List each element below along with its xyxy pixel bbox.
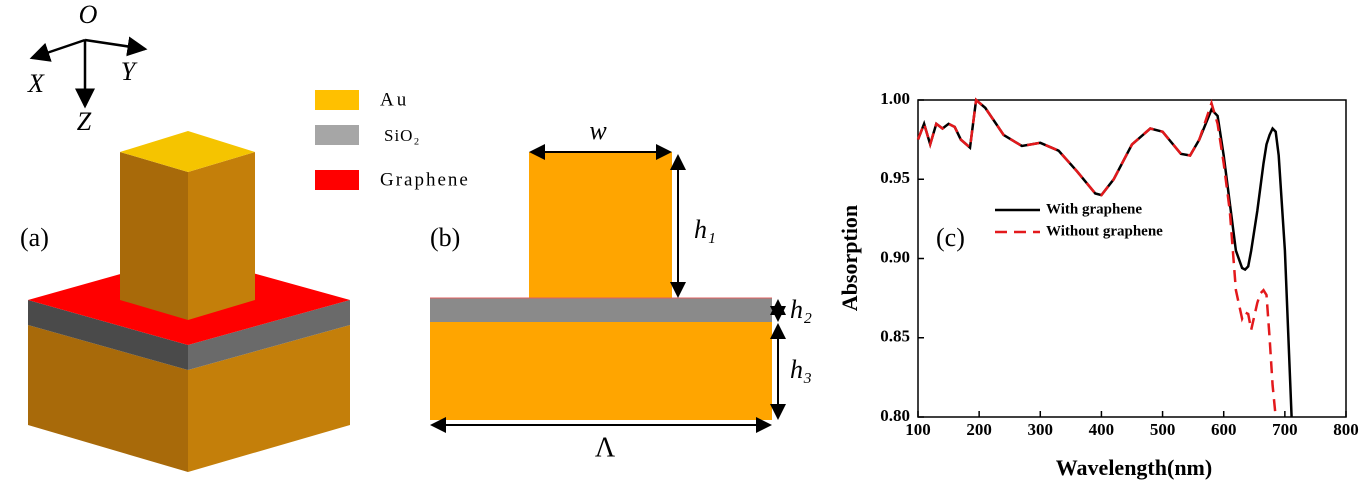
axis-z: Z: [77, 107, 92, 136]
plot-frame: [917, 99, 1347, 418]
legend-label: Graphene: [380, 169, 470, 190]
structure-3d: [28, 131, 350, 472]
x-tick-label: 100: [905, 420, 931, 439]
x-tick-label: 800: [1333, 420, 1359, 439]
x-tick-label: 700: [1272, 420, 1298, 439]
cross-section: [430, 152, 772, 420]
legend-label: SiO₂: [384, 126, 420, 145]
legend-label: Au: [380, 89, 409, 110]
dim-label: w: [589, 116, 607, 145]
legend-swatch: [315, 125, 359, 145]
dim-label: Λ: [595, 432, 616, 463]
x-tick-label: 500: [1150, 420, 1176, 439]
y-tick-label: 0.95: [880, 168, 910, 187]
panel-label: (a): [20, 223, 49, 252]
x-tick-label: 400: [1089, 420, 1115, 439]
y-tick-label: 0.90: [880, 247, 910, 266]
dim-label: h₁: [694, 215, 716, 244]
legend-swatch: [315, 90, 359, 110]
axis-o: O: [79, 0, 98, 29]
x-tick-label: 600: [1211, 420, 1237, 439]
legend-swatch: [315, 170, 359, 190]
series-line: [916, 97, 1293, 418]
y-tick-label: 1.00: [880, 89, 910, 108]
panel-label: (c): [936, 223, 965, 252]
axis-y: Y: [121, 57, 138, 86]
coordinate-axes: [29, 36, 148, 109]
legend-label: Without graphene: [1046, 223, 1163, 239]
dim-label: h₃: [790, 355, 812, 384]
dimension-arrows: [430, 144, 786, 433]
x-tick-label: 200: [966, 420, 992, 439]
series-line: [916, 97, 1277, 418]
dim-label: h₂: [790, 295, 812, 324]
panel-label: (b): [430, 223, 460, 252]
axis-x: X: [27, 69, 45, 98]
y-axis-title: Absorption: [837, 205, 862, 311]
x-tick-label: 300: [1028, 420, 1054, 439]
legend-label: With graphene: [1046, 201, 1142, 217]
y-tick-label: 0.85: [880, 327, 910, 346]
x-axis-title: Wavelength(nm): [1056, 455, 1212, 480]
y-tick-label: 0.80: [880, 406, 910, 425]
